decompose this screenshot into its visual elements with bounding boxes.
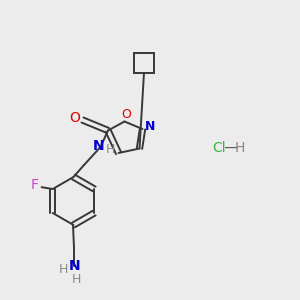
Text: N: N (69, 260, 81, 273)
Text: H: H (105, 143, 115, 156)
Text: H: H (235, 142, 245, 155)
Text: —: — (220, 142, 238, 155)
Text: N: N (92, 140, 104, 153)
Text: H: H (59, 262, 68, 276)
Text: Cl: Cl (212, 142, 226, 155)
Text: O: O (69, 112, 80, 125)
Text: O: O (121, 108, 131, 122)
Text: H: H (72, 273, 81, 286)
Text: N: N (145, 119, 155, 133)
Text: F: F (31, 178, 39, 192)
